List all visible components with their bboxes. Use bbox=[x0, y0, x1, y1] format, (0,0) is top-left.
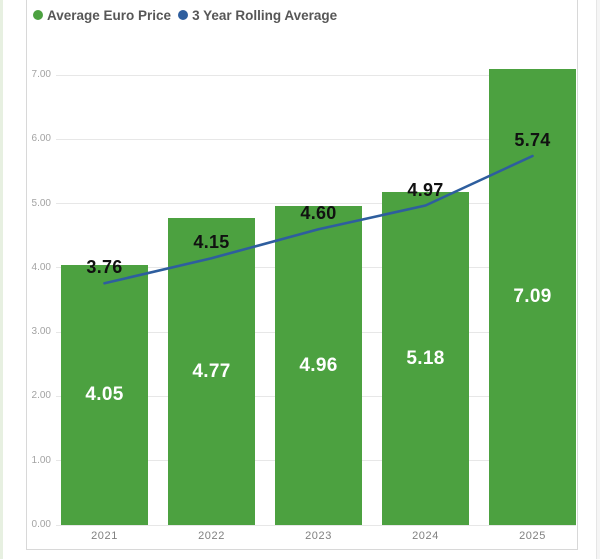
chart-legend: Average Euro Price 3 Year Rolling Averag… bbox=[33, 6, 337, 24]
gridline-6.00 bbox=[56, 138, 576, 140]
y-axis-tick-label: 3.00 bbox=[31, 326, 51, 338]
line-value-label-2022: 4.15 bbox=[193, 232, 230, 253]
line-value-label-2021: 3.76 bbox=[86, 257, 123, 278]
bar-value-label-2022: 4.77 bbox=[192, 360, 231, 382]
bar-value-label-2021: 4.05 bbox=[85, 383, 124, 405]
x-axis-label-2025: 2025 bbox=[519, 530, 546, 542]
legend-label-average-euro-price: Average Euro Price bbox=[47, 7, 172, 23]
line-value-label-2023: 4.60 bbox=[300, 203, 337, 224]
x-axis-label-2022: 2022 bbox=[198, 530, 225, 542]
line-value-label-2025: 5.74 bbox=[514, 130, 551, 150]
y-axis-tick-label: 1.00 bbox=[31, 454, 51, 466]
legend-marker-line-series-icon bbox=[178, 10, 189, 20]
x-axis-label-2021: 2021 bbox=[91, 530, 118, 542]
y-axis-tick-label: 6.00 bbox=[31, 133, 51, 145]
gridline-0.00 bbox=[56, 524, 576, 526]
x-axis-label-2023: 2023 bbox=[305, 530, 332, 542]
bar-2025[interactable] bbox=[489, 69, 576, 525]
legend-item-average-euro-price[interactable]: Average Euro Price bbox=[33, 8, 171, 23]
legend-label-rolling-average: 3 Year Rolling Average bbox=[192, 7, 338, 23]
y-axis-tick-label: 5.00 bbox=[31, 197, 51, 209]
gridline-7.00 bbox=[56, 74, 576, 76]
bar-value-label-2024: 5.18 bbox=[406, 347, 445, 369]
line-value-label-2024: 4.97 bbox=[407, 179, 444, 200]
y-axis-tick-label: 0.00 bbox=[31, 519, 51, 530]
y-axis-tick-label: 2.00 bbox=[31, 390, 51, 402]
bar-value-label-2023: 4.96 bbox=[299, 354, 338, 376]
bar-value-label-2025: 7.09 bbox=[513, 286, 552, 308]
y-axis-tick-label: 7.00 bbox=[31, 69, 51, 80]
legend-marker-bar-series-icon bbox=[33, 10, 43, 20]
page-right-edge bbox=[596, 0, 600, 559]
y-axis-tick-label: 4.00 bbox=[31, 261, 51, 273]
bar-2021[interactable] bbox=[61, 264, 148, 525]
legend-item-rolling-average[interactable]: 3 Year Rolling Average bbox=[178, 8, 337, 23]
x-axis-label-2024: 2024 bbox=[412, 530, 439, 542]
page-left-strip bbox=[0, 0, 3, 559]
